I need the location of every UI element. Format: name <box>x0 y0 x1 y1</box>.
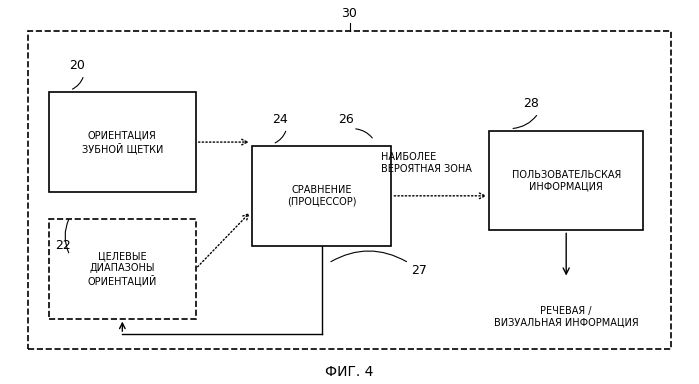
Bar <box>28 31 671 349</box>
Text: 24: 24 <box>272 113 287 126</box>
Text: ФИГ. 4: ФИГ. 4 <box>325 366 374 379</box>
Text: ЦЕЛЕВЫЕ
ДИАПАЗОНЫ
ОРИЕНТАЦИЙ: ЦЕЛЕВЫЕ ДИАПАЗОНЫ ОРИЕНТАЦИЙ <box>87 251 157 286</box>
Bar <box>252 146 391 246</box>
Text: НАИБОЛЕЕ
ВЕРОЯТНАЯ ЗОНА: НАИБОЛЕЕ ВЕРОЯТНАЯ ЗОНА <box>381 152 472 174</box>
Text: 20: 20 <box>69 59 85 72</box>
Bar <box>49 92 196 192</box>
Text: 30: 30 <box>342 7 357 20</box>
Text: ОРИЕНТАЦИЯ
ЗУБНОЙ ЩЕТКИ: ОРИЕНТАЦИЯ ЗУБНОЙ ЩЕТКИ <box>82 130 163 154</box>
Bar <box>49 219 196 319</box>
Text: 22: 22 <box>55 239 71 252</box>
Text: СРАВНЕНИЕ
(ПРОЦЕССОР): СРАВНЕНИЕ (ПРОЦЕССОР) <box>287 185 356 207</box>
Text: РЕЧЕВАЯ /
ВИЗУАЛЬНАЯ ИНФОРМАЦИЯ: РЕЧЕВАЯ / ВИЗУАЛЬНАЯ ИНФОРМАЦИЯ <box>494 306 638 328</box>
Text: 28: 28 <box>524 97 539 110</box>
Text: ПОЛЬЗОВАТЕЛЬСКАЯ
ИНФОРМАЦИЯ: ПОЛЬЗОВАТЕЛЬСКАЯ ИНФОРМАЦИЯ <box>512 170 621 191</box>
Bar <box>489 131 643 230</box>
Text: 26: 26 <box>338 113 354 126</box>
Text: 27: 27 <box>412 264 427 277</box>
